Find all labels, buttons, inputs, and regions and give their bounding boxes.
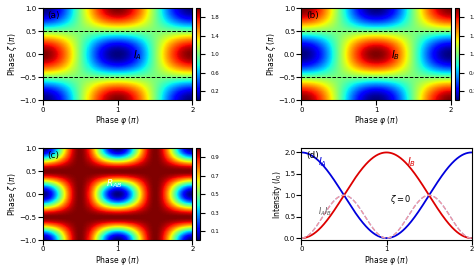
Text: $I_A$: $I_A$ xyxy=(133,48,142,62)
Text: $I_A$: $I_A$ xyxy=(319,155,328,168)
Text: $R_{AB}$: $R_{AB}$ xyxy=(106,178,122,190)
Y-axis label: Phase $\zeta$ ($\pi$): Phase $\zeta$ ($\pi$) xyxy=(265,32,278,76)
X-axis label: Phase $\varphi$ ($\pi$): Phase $\varphi$ ($\pi$) xyxy=(95,114,140,127)
Text: $I_B$: $I_B$ xyxy=(407,155,416,168)
X-axis label: Phase $\varphi$ ($\pi$): Phase $\varphi$ ($\pi$) xyxy=(354,114,399,127)
Text: (d): (d) xyxy=(307,151,319,160)
Text: (a): (a) xyxy=(47,11,60,20)
X-axis label: Phase $\varphi$ ($\pi$): Phase $\varphi$ ($\pi$) xyxy=(364,254,409,267)
X-axis label: Phase $\varphi$ ($\pi$): Phase $\varphi$ ($\pi$) xyxy=(95,254,140,267)
Text: (c): (c) xyxy=(47,151,59,160)
Text: $\zeta = 0$: $\zeta = 0$ xyxy=(390,192,411,206)
Text: $I_A I_B$: $I_A I_B$ xyxy=(319,206,332,218)
Y-axis label: Phase $\zeta$ ($\pi$): Phase $\zeta$ ($\pi$) xyxy=(6,172,19,216)
Y-axis label: Phase $\zeta$ ($\pi$): Phase $\zeta$ ($\pi$) xyxy=(6,32,19,76)
Y-axis label: Intensity ($I_0$): Intensity ($I_0$) xyxy=(271,170,284,219)
Text: (b): (b) xyxy=(306,11,319,20)
Text: $I_B$: $I_B$ xyxy=(391,48,401,62)
